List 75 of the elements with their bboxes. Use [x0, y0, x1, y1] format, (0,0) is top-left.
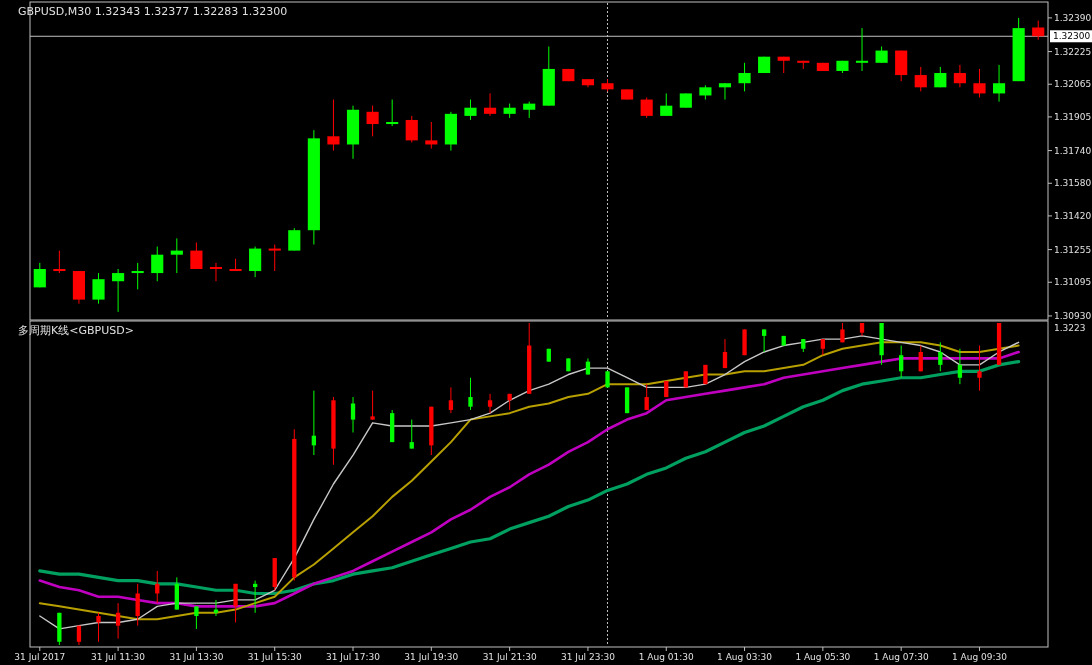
x-tick-label: 31 Jul 17:30 [326, 652, 381, 662]
x-tick-label: 1 Aug 03:30 [717, 652, 773, 662]
candlestick [233, 583, 238, 623]
candlestick [366, 105, 379, 137]
candlestick [957, 348, 963, 385]
candlestick [268, 243, 281, 272]
candlestick [135, 583, 140, 627]
x-tick-label: 1 Aug 05:30 [795, 652, 851, 662]
y-tick-label: 1.32225 [1054, 46, 1092, 57]
candlestick [92, 272, 105, 305]
candlestick [992, 64, 1006, 103]
candlestick [386, 99, 399, 127]
x-tick-label: 31 Jul 11:30 [91, 652, 146, 662]
y-tick-label: 1.31420 [1054, 210, 1092, 221]
x-tick-label: 31 Jul 15:30 [247, 652, 302, 662]
candlestick [131, 262, 144, 290]
candlestick [288, 227, 301, 252]
candlestick [761, 328, 767, 353]
candlestick [370, 390, 375, 421]
candlestick [640, 97, 653, 119]
y-tick-label: 1.31095 [1054, 277, 1092, 288]
candlestick [209, 262, 223, 282]
candlestick [899, 345, 904, 379]
chart-title: 多周期K线<GBPUSD> [18, 324, 134, 337]
candlestick [722, 338, 728, 369]
x-tick-label: 31 Jul 2017 [14, 652, 66, 662]
candlestick [855, 27, 869, 72]
candlestick [973, 68, 986, 99]
candlestick [938, 341, 943, 372]
candlestick [151, 246, 164, 282]
candlestick [1032, 20, 1045, 41]
x-tick-label: 31 Jul 23:30 [560, 652, 616, 662]
y-tick-label: 1.31740 [1054, 145, 1092, 156]
x-tick-label: 1 Aug 07:30 [873, 652, 929, 662]
ref-line-label: 1.32300 [1053, 31, 1091, 42]
candlestick [483, 92, 497, 117]
x-tick-label: 31 Jul 13:30 [169, 652, 224, 662]
candlestick [249, 246, 262, 278]
x-tick-label: 1 Aug 01:30 [638, 652, 694, 662]
y-tick-label: 1.32065 [1054, 79, 1092, 90]
x-tick-label: 1 Aug 09:30 [952, 652, 1008, 662]
candlestick [718, 82, 732, 101]
candlestick [33, 262, 46, 288]
x-tick-label: 31 Jul 19:30 [404, 652, 459, 662]
candlestick [409, 419, 414, 450]
x-tick-label: 31 Jul 21:30 [482, 652, 537, 662]
y-tick-label: 1.31905 [1054, 111, 1092, 122]
candlestick [425, 121, 438, 150]
candlestick [53, 250, 66, 274]
y-tick-label: 1.32390 [1054, 12, 1092, 23]
candlestick [914, 66, 927, 92]
candlestick [977, 345, 982, 392]
candlestick [487, 393, 493, 414]
text: 1.3223 [1054, 323, 1086, 333]
candlestick [738, 62, 751, 92]
candlestick [190, 241, 203, 270]
y-tick-label: 1.30930 [1054, 310, 1092, 321]
chart-title: GBPUSD,M30 1.32343 1.32377 1.32283 1.32300 [18, 5, 288, 18]
candlestick [327, 99, 340, 152]
y-tick-label: 1.31580 [1054, 178, 1092, 189]
candlestick [350, 396, 356, 433]
candlestick [468, 377, 473, 411]
candlestick [115, 602, 121, 640]
y-tick-label: 1.31255 [1054, 244, 1092, 255]
candlestick [112, 268, 125, 313]
candlestick [644, 383, 649, 411]
candlestick [953, 64, 966, 88]
candlestick [170, 237, 183, 274]
candlestick [194, 605, 199, 630]
candlestick [448, 386, 454, 414]
candlestick [918, 345, 923, 372]
candlestick [660, 92, 673, 117]
candlestick [464, 99, 477, 121]
candlestick [96, 612, 101, 643]
candlestick [405, 115, 418, 143]
